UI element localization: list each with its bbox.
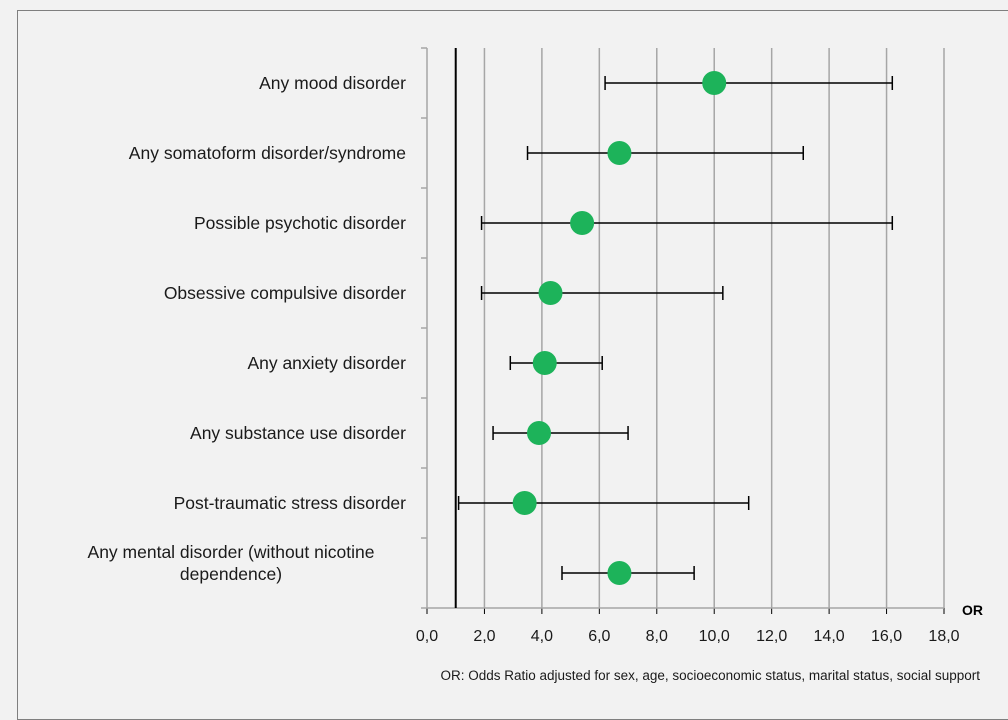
category-label-line: Any somatoform disorder/syndrome — [129, 143, 406, 163]
x-tick-label: 4,0 — [531, 628, 553, 645]
x-tick-label: 10,0 — [699, 628, 730, 645]
category-label: Any mental disorder (without nicotine dep… — [88, 542, 375, 584]
category-label-line: Post-traumatic stress disorder — [174, 493, 407, 513]
category-label-line: Possible psychotic disorder — [194, 213, 406, 233]
category-label: Any mood disorder — [259, 73, 406, 93]
or-point — [607, 561, 632, 585]
category-label: Possible psychotic disorder — [194, 213, 406, 233]
category-labels: Any mood disorder Any somatoform disorder… — [88, 73, 407, 584]
or-point — [538, 281, 563, 305]
x-tick-label: 12,0 — [756, 628, 787, 645]
gridlines — [483, 48, 945, 608]
category-label-line: Any mental disorder (without nicotine — [88, 542, 375, 562]
category-label: Any substance use disorder — [190, 423, 406, 443]
chart-frame — [17, 10, 1008, 720]
or-point — [532, 351, 557, 375]
x-tick-label: 2,0 — [473, 628, 495, 645]
category-label: Obsessive compulsive disorder — [164, 283, 406, 303]
x-tick-label: 0,0 — [416, 628, 438, 645]
x-tick-label: 18,0 — [928, 628, 959, 645]
category-label-line: Obsessive compulsive disorder — [164, 283, 406, 303]
x-axis-title: OR — [962, 602, 983, 618]
x-axis: 0,0 2,0 4,0 6,0 8,0 10,0 12,0 14,0 16,0 18,0 — [416, 47, 960, 645]
or-point — [527, 421, 552, 445]
x-tick-label: 6,0 — [588, 628, 610, 645]
x-tick-label: 16,0 — [871, 628, 902, 645]
odds-ratio-points — [512, 71, 727, 585]
category-label-line: Any anxiety disorder — [247, 353, 406, 373]
or-point — [702, 71, 727, 95]
or-point — [512, 491, 537, 515]
category-label-line: Any substance use disorder — [190, 423, 406, 443]
category-label: Post-traumatic stress disorder — [174, 493, 407, 513]
x-tick-label: 8,0 — [646, 628, 668, 645]
confidence-intervals — [457, 76, 894, 580]
or-point — [607, 141, 632, 165]
category-label: Any somatoform disorder/syndrome — [129, 143, 406, 163]
category-label-line: dependence) — [180, 564, 282, 584]
category-label-line: Any mood disorder — [259, 73, 406, 93]
x-tick-label: 14,0 — [814, 628, 845, 645]
footnote: OR: Odds Ratio adjusted for sex, age, so… — [441, 668, 981, 683]
category-label: Any anxiety disorder — [247, 353, 406, 373]
or-point — [570, 211, 595, 235]
